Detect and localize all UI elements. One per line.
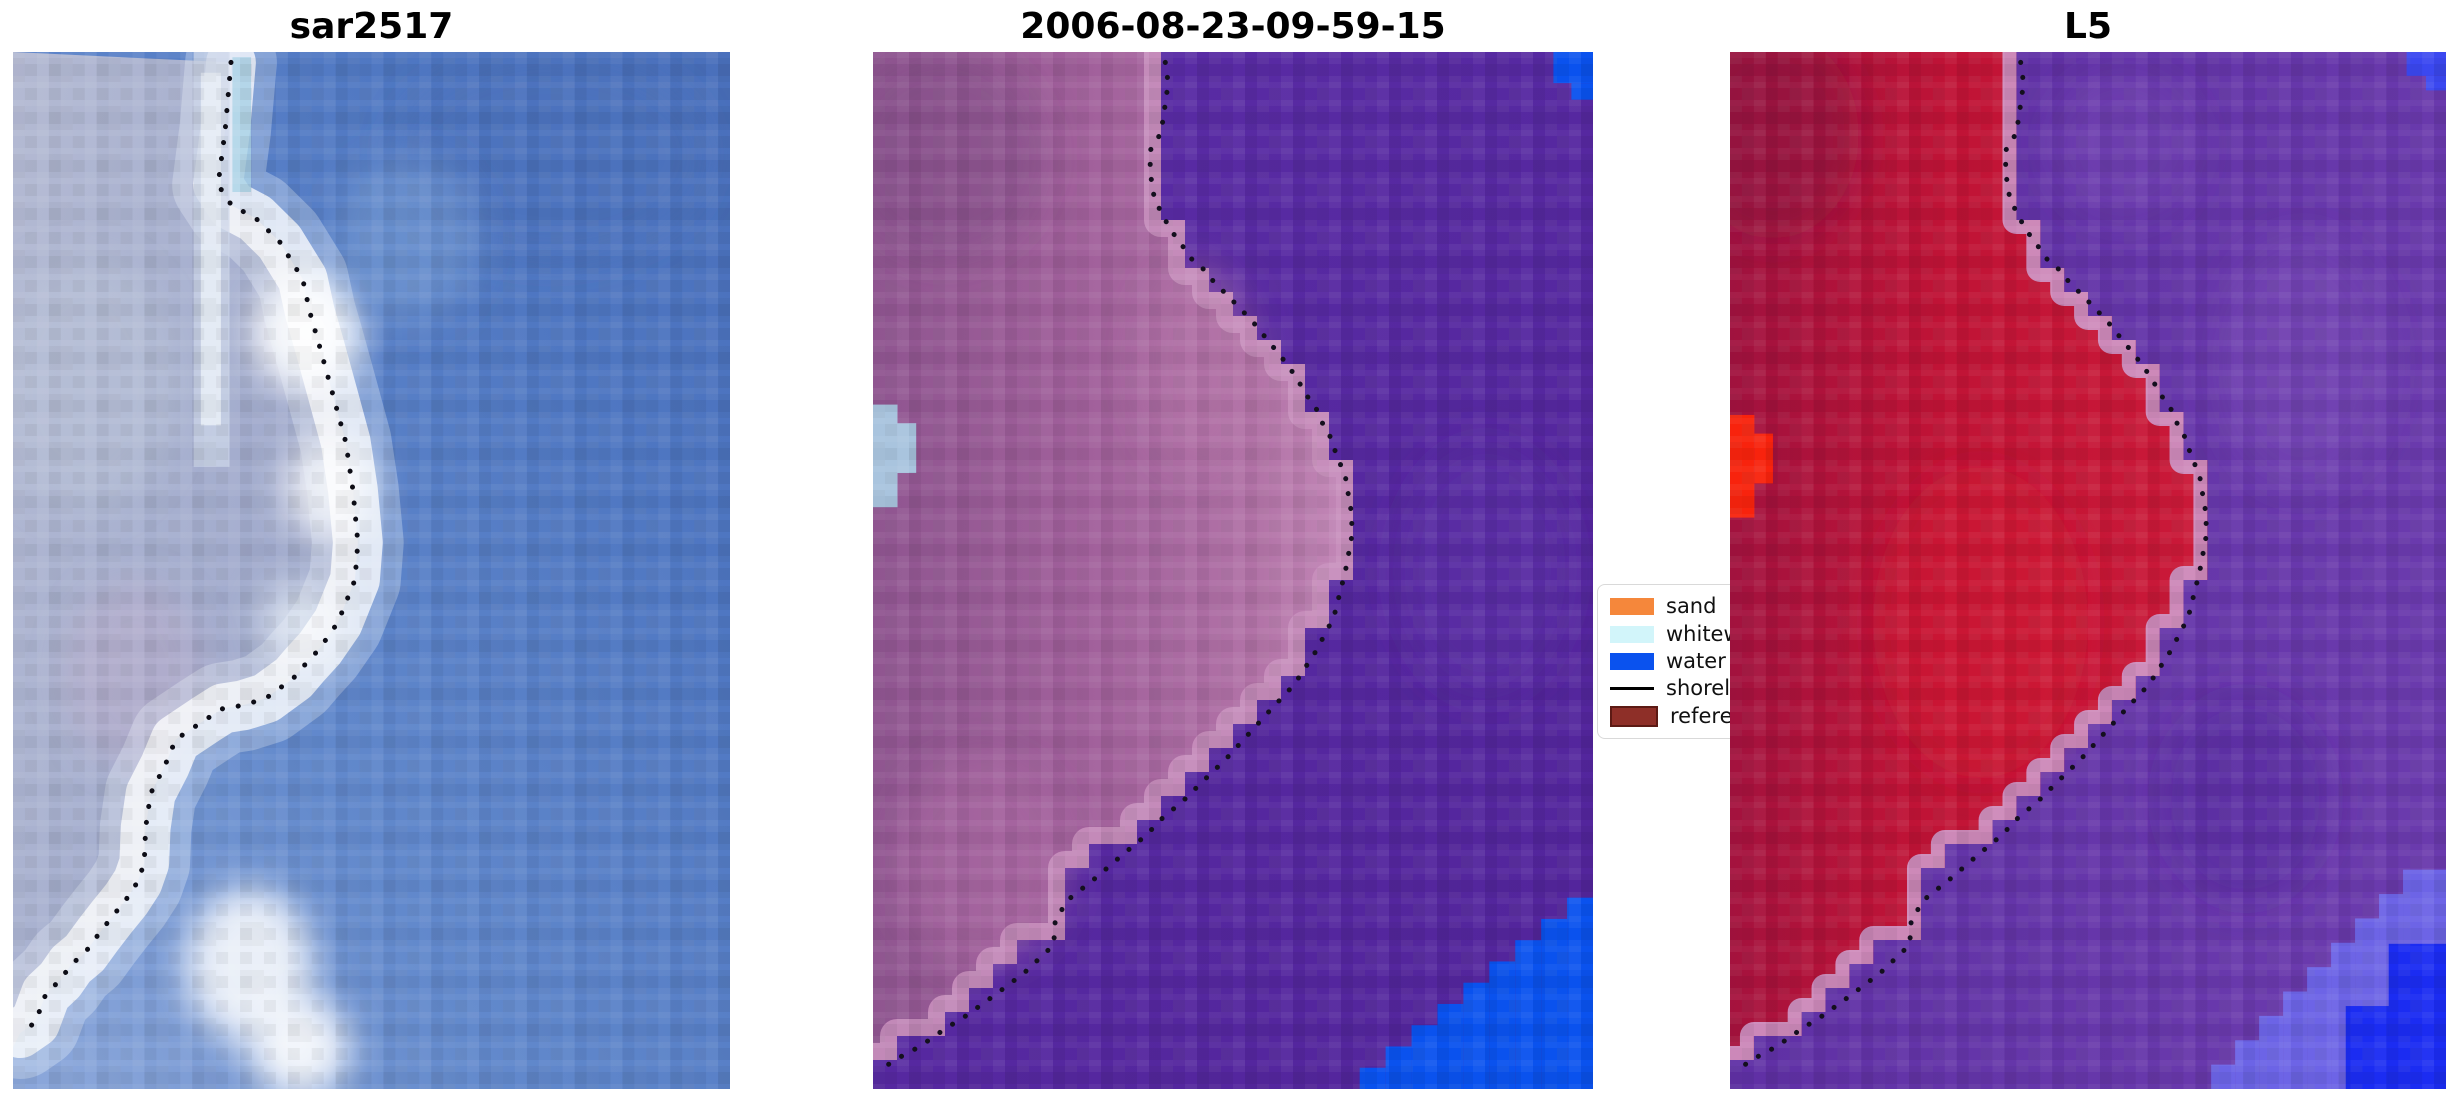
classified-image-panel <box>873 52 1593 1089</box>
sar-image-panel <box>13 52 730 1089</box>
whitewater-swatch <box>1610 625 1654 643</box>
panel-title-l5: L5 <box>2064 5 2112 47</box>
panel-title-sar: sar2517 <box>289 5 454 47</box>
l5-image <box>1730 52 2446 1089</box>
water-swatch <box>1610 652 1654 670</box>
sand-swatch <box>1610 598 1654 616</box>
legend-entry-sand: sand <box>1610 596 1904 617</box>
legend-label: sand <box>1666 594 1717 619</box>
legend-label: water <box>1666 648 1726 673</box>
panel-title-date: 2006-08-23-09-59-15 <box>1020 5 1446 47</box>
sar-image <box>13 52 730 1089</box>
reference-shoreline-swatch <box>1610 705 1658 727</box>
shoreline-line-swatch <box>1610 687 1654 691</box>
l5-image-panel <box>1730 52 2446 1089</box>
legend-entry-water: water <box>1610 648 1904 673</box>
classified-image <box>873 52 1593 1089</box>
